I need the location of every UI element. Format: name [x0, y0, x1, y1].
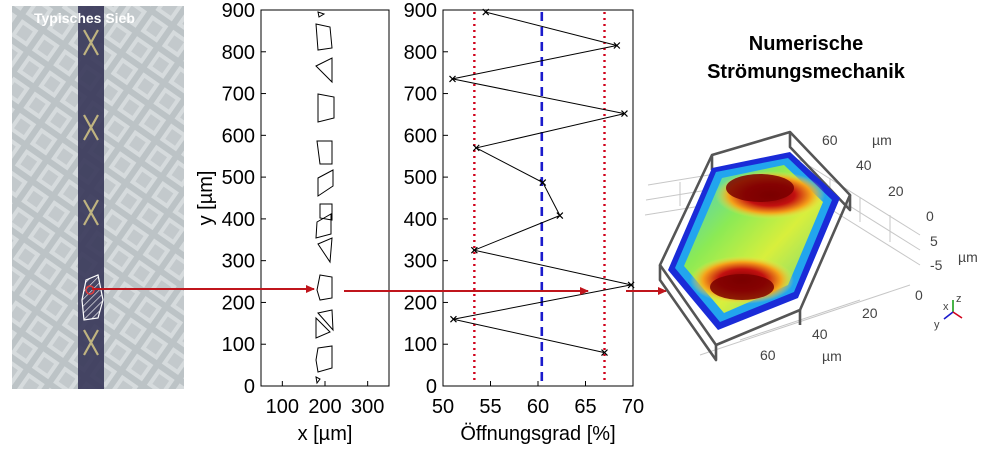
data-point-marker: [482, 8, 490, 16]
cfd-unit-right: µm: [958, 249, 978, 265]
geometry-ytick-label: 200: [222, 292, 255, 314]
chart-ytick-label: 300: [404, 251, 437, 273]
data-point-marker: [470, 246, 478, 254]
triad-z-label: z: [956, 293, 962, 305]
chart-xtick-label: 50: [432, 396, 454, 418]
cfd-unit-back: µm: [872, 132, 892, 148]
geometry-ytick-label: 600: [222, 125, 255, 147]
geometry-ytick-label: 400: [222, 209, 255, 231]
cfd-unit-front: µm: [822, 348, 842, 364]
data-point-marker: [613, 42, 621, 49]
chart-ytick-label: 200: [404, 292, 437, 314]
geometry-ytick-label: 300: [222, 251, 255, 273]
chart-ytick-label: 100: [404, 334, 437, 356]
cfd-tick-front-60: 60: [760, 347, 776, 363]
cfd-tick-front-40: 40: [812, 326, 828, 342]
geometry-ytick-label: 800: [222, 42, 255, 64]
geometry-xtick-label: 300: [351, 396, 384, 418]
geometry-xtick-label: 100: [266, 396, 299, 418]
data-point-marker: [627, 281, 635, 289]
cfd-frame: [658, 130, 852, 362]
cfd-tick-front-20: 20: [862, 305, 878, 321]
opening-ratio-xlabel: Öffnungsgrad [%]: [460, 423, 615, 445]
chart-xtick-label: 60: [527, 396, 549, 418]
cfd-flow-field: [668, 152, 840, 330]
chart-ytick-label: 400: [404, 209, 437, 231]
data-point-marker: [556, 212, 564, 219]
data-point-marker: [621, 110, 628, 118]
geometry-ytick-label: 900: [222, 0, 255, 22]
photo-label: Typisches Sieb: [34, 10, 135, 26]
geometry-xtick-label: 200: [308, 396, 341, 418]
geometry-xlabel: x [µm]: [298, 423, 353, 445]
cfd-tick-front-0: 0: [915, 287, 923, 303]
chart-ytick-label: 600: [404, 125, 437, 147]
axis-triad: z x y: [934, 293, 963, 331]
cfd-tick-back-40: 40: [856, 157, 872, 173]
aperture-shapes: [315, 11, 335, 385]
geometry-ytick-label: 0: [244, 376, 255, 398]
geometry-plot-frame: [260, 9, 390, 387]
data-point-marker: [449, 75, 456, 83]
chart-ytick-label: 900: [404, 0, 437, 22]
triad-x-label: x: [943, 301, 949, 313]
data-point-marker: [539, 179, 547, 186]
chart-ytick-label: 0: [426, 376, 437, 398]
data-point-marker: [450, 315, 457, 323]
chart-ytick-label: 800: [404, 42, 437, 64]
geometry-ytick-label: 500: [222, 167, 255, 189]
geometry-ytick-label: 100: [222, 334, 255, 356]
cfd-title-line1: Numerische: [749, 33, 864, 55]
cfd-panel: Numerische Strömungsmechanik µm: [644, 33, 978, 364]
cfd-title-line2: Strömungsmechanik: [707, 61, 906, 83]
geometry-plot: 0 100 200 300 400 500 600 700 800 900 100 200 300 x…: [195, 0, 390, 445]
sieve-photo: Typisches Sieb: [12, 6, 184, 389]
cfd-tick-right-neg5: -5: [930, 257, 943, 273]
data-point-marker: [472, 144, 480, 152]
triad-y-label: y: [934, 319, 940, 331]
cfd-tick-right-0: 0: [926, 208, 934, 224]
cfd-tick-back-20: 20: [888, 183, 904, 199]
geometry-ylabel: y [µm]: [195, 171, 217, 226]
chart-ytick-label: 700: [404, 84, 437, 106]
chart-xtick-label: 55: [479, 396, 501, 418]
cfd-tick-right-5: 5: [930, 233, 938, 249]
chart-ytick-label: 500: [404, 167, 437, 189]
chart-xtick-label: 65: [574, 396, 596, 418]
cfd-tick-back-60: 60: [822, 132, 838, 148]
selected-region-hatch: [81, 274, 104, 321]
geometry-ytick-label: 700: [222, 84, 255, 106]
chart-xtick-label: 70: [622, 396, 644, 418]
flow-arrows: [92, 285, 667, 295]
data-point-marker: [601, 349, 608, 357]
